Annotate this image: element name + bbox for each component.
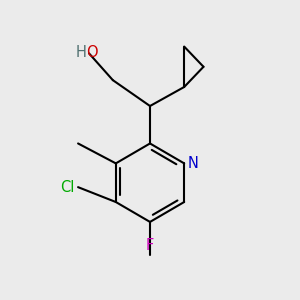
Text: F: F — [146, 238, 154, 253]
Text: H: H — [75, 45, 86, 60]
Text: O: O — [86, 45, 98, 60]
Text: N: N — [188, 156, 199, 171]
Text: Cl: Cl — [60, 180, 74, 195]
